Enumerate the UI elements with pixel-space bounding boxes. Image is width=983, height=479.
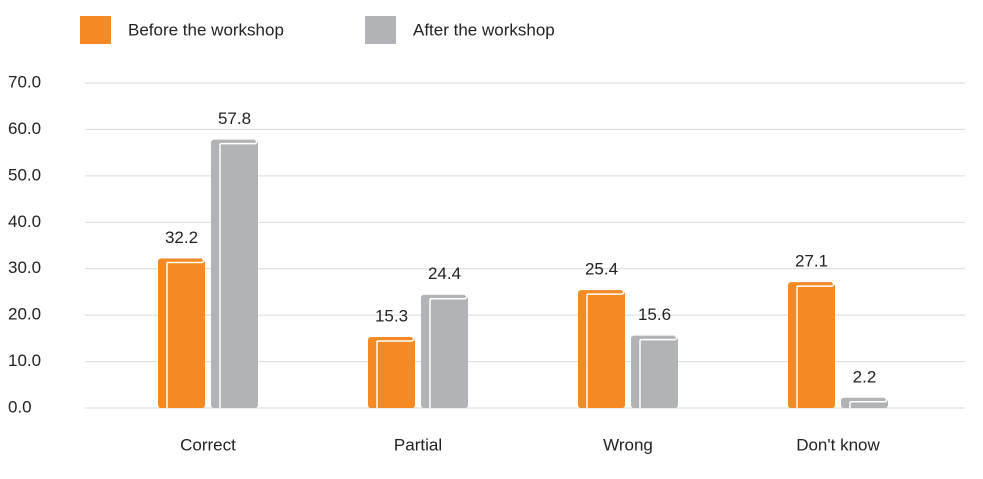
x-tick-label: Correct [180,435,236,454]
bar-page [167,257,205,264]
bar [368,336,415,408]
value-label: 57.8 [218,109,251,128]
value-label: 15.6 [638,305,671,324]
y-tick-label: 70.0 [8,72,41,91]
y-tick-label: 10.0 [8,351,41,370]
bar-page [220,138,258,145]
bar [788,282,835,408]
y-tick-label: 20.0 [8,305,41,324]
bar [631,335,678,408]
x-tick-label: Wrong [603,435,653,454]
value-label: 25.4 [585,260,618,279]
legend-label: Before the workshop [128,20,284,39]
bar-page [377,336,415,342]
value-label: 2.2 [853,367,877,386]
bar [158,258,205,408]
bar [841,397,888,408]
y-tick-label: 0.0 [8,397,32,416]
bar-page [587,289,625,295]
bar-page [430,294,468,300]
bar-page [640,334,678,341]
y-tick-label: 50.0 [8,165,41,184]
value-label: 15.3 [375,306,408,325]
legend-swatch [365,16,396,44]
legend-label: After the workshop [413,20,555,39]
value-label: 32.2 [165,228,198,247]
value-label: 27.1 [795,252,828,271]
y-tick-label: 60.0 [8,119,41,138]
bar [578,290,625,408]
y-tick-label: 30.0 [8,258,41,277]
bar [211,139,258,408]
bar [421,294,468,408]
bar-page [797,281,835,287]
y-tick-label: 40.0 [8,212,41,231]
bar-page [850,397,888,403]
x-tick-label: Don't know [796,435,880,454]
value-label: 24.4 [428,264,461,283]
legend-swatch [80,16,111,44]
x-tick-label: Partial [394,435,442,454]
